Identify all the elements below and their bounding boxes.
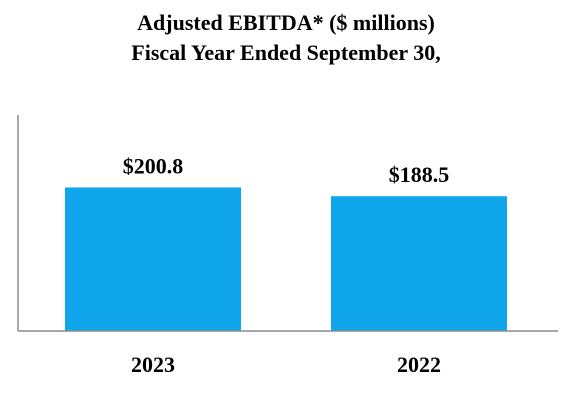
- data-label-2023: $200.8: [123, 153, 184, 178]
- bar-2023: [65, 187, 241, 331]
- chart-title-line-1: Adjusted EBITDA* ($ millions): [137, 10, 435, 35]
- x-tick-label-2022: 2022: [397, 352, 441, 377]
- chart-title-line-2: Fiscal Year Ended September 30,: [131, 40, 441, 65]
- bar-2022: [331, 196, 507, 331]
- x-tick-label-2023: 2023: [131, 352, 175, 377]
- data-label-2022: $188.5: [389, 162, 450, 187]
